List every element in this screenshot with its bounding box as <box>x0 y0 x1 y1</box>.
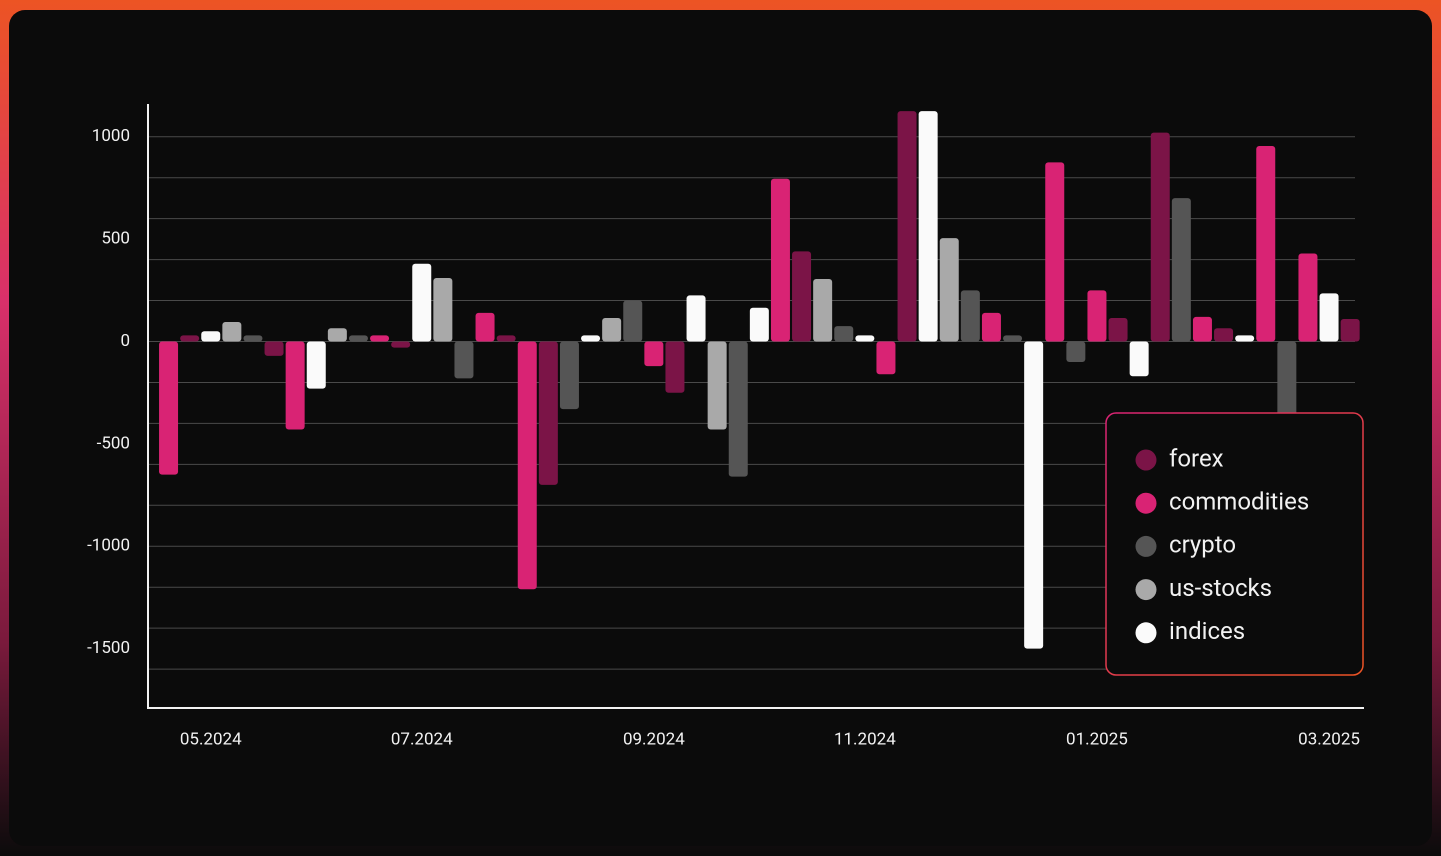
legend-label: indices <box>1169 617 1245 645</box>
bar <box>1108 317 1128 342</box>
legend-label: crypto <box>1169 531 1236 559</box>
bar <box>306 341 326 389</box>
bar <box>1003 335 1023 342</box>
x-tick-label: 11.2024 <box>834 729 896 749</box>
bar <box>749 307 769 342</box>
legend-marker <box>1135 622 1157 644</box>
bar <box>538 341 558 485</box>
bar <box>939 238 959 342</box>
bar <box>1150 132 1170 342</box>
bar <box>1235 335 1255 342</box>
legend-label: forex <box>1169 444 1224 472</box>
legend-label: us-stocks <box>1169 574 1272 602</box>
bar <box>623 300 643 342</box>
bar <box>1087 290 1107 342</box>
bar <box>855 335 875 342</box>
bar <box>602 317 622 342</box>
y-tick-label: 0 <box>120 331 130 351</box>
bar <box>1066 341 1086 362</box>
x-tick-label: 07.2024 <box>391 729 453 749</box>
bar <box>1171 198 1191 342</box>
bar <box>1129 341 1149 377</box>
x-tick-label: 01.2025 <box>1066 729 1128 749</box>
bar <box>918 111 938 342</box>
bar <box>897 111 917 342</box>
bar <box>433 278 453 342</box>
legend-label: commodities <box>1169 488 1309 516</box>
bar <box>1214 328 1234 342</box>
bar <box>370 335 390 342</box>
bar <box>327 328 347 342</box>
bar <box>475 312 495 342</box>
bar <box>243 335 263 342</box>
bar <box>348 335 368 342</box>
bar <box>770 178 790 342</box>
bar <box>1340 318 1360 342</box>
legend-marker <box>1135 535 1157 557</box>
bar <box>981 312 1001 342</box>
bar <box>496 335 516 342</box>
bar <box>581 335 601 342</box>
y-tick-label: -1500 <box>87 638 130 658</box>
bar <box>1319 293 1339 342</box>
bar <box>876 341 896 375</box>
bar <box>1024 341 1044 649</box>
bar <box>1256 145 1276 342</box>
bar <box>391 341 411 348</box>
bar <box>686 295 706 342</box>
legend-marker <box>1135 492 1157 514</box>
y-tick-label: 500 <box>101 229 130 249</box>
legend-box <box>1105 412 1364 676</box>
bar <box>201 331 221 342</box>
bar <box>707 341 727 430</box>
y-tick-label: -500 <box>97 433 130 453</box>
bar <box>1298 253 1318 342</box>
bar <box>1277 341 1297 434</box>
legend-marker <box>1135 579 1157 601</box>
bar <box>412 263 432 342</box>
x-tick-label: 09.2024 <box>623 729 685 749</box>
legend-marker <box>1135 449 1157 471</box>
bar <box>180 335 200 342</box>
bar <box>1192 316 1212 342</box>
y-tick-label: -1000 <box>87 536 130 556</box>
bar <box>285 341 305 430</box>
y-tick-label: 1000 <box>92 126 130 146</box>
bar <box>264 341 284 356</box>
bar <box>792 251 812 342</box>
bar <box>813 279 833 342</box>
bar <box>834 326 854 342</box>
bar <box>1045 162 1065 342</box>
bar <box>517 341 537 590</box>
bar <box>960 290 980 342</box>
bar <box>665 341 685 393</box>
x-tick-label: 03.2025 <box>1298 729 1360 749</box>
x-tick-label: 05.2024 <box>180 729 242 749</box>
bar <box>559 341 579 410</box>
bar <box>454 341 474 379</box>
bar <box>222 322 242 342</box>
bar <box>728 341 748 477</box>
bar <box>644 341 664 367</box>
bar <box>159 341 179 475</box>
